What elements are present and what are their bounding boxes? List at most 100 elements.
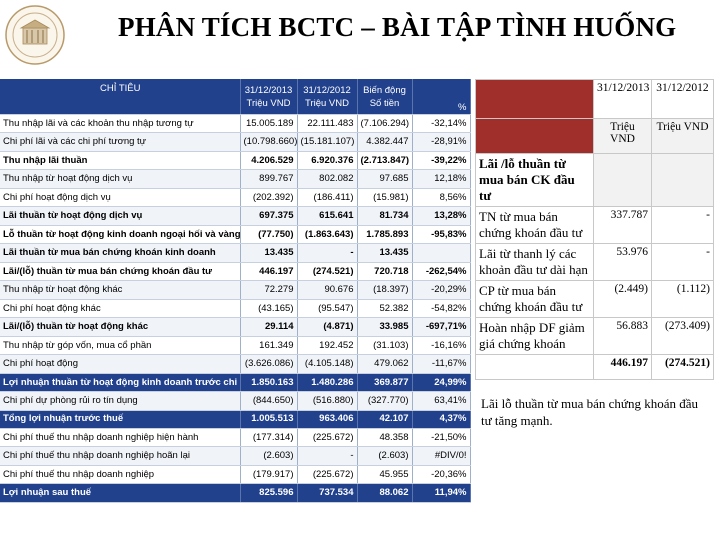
row-change-amount: 45.955 bbox=[357, 465, 413, 485]
rt-row-value-2012: (1.112) bbox=[651, 280, 714, 318]
row-change-amount: 33.985 bbox=[357, 317, 413, 337]
table-row: Thu nhập lãi và các khoản thu nhập tương… bbox=[0, 114, 471, 134]
securities-breakdown-table: 31/12/2013 31/12/2012 Triệu VND Triệu VN… bbox=[475, 79, 714, 380]
row-label: Thu nhập từ hoạt động dịch vụ bbox=[0, 169, 241, 189]
table-row: Chi phí thuế thu nhập doanh nghiệp hoãn … bbox=[0, 446, 471, 466]
row-label: Chi phí hoạt động khác bbox=[0, 299, 241, 319]
table-row: Lãi/(lỗ) thuần từ mua bán chứng khoán đầ… bbox=[0, 262, 471, 282]
header-2012: 31/12/2012 Triệu VND bbox=[297, 79, 358, 115]
table-row: Lợi nhuận sau thuế 825.596 737.534 88.062 11… bbox=[0, 483, 471, 503]
row-change-percent: -95,83% bbox=[412, 225, 471, 245]
row-change-percent: -16,16% bbox=[412, 336, 471, 356]
row-value-2012: 802.082 bbox=[297, 169, 358, 189]
rt-header-2012: 31/12/2012 bbox=[651, 79, 714, 119]
row-value-2013: (43.165) bbox=[240, 299, 298, 319]
row-value-2013: 1.850.163 bbox=[240, 373, 298, 393]
table-row: Lãi thuần từ mua bán chứng khoán kinh do… bbox=[0, 243, 471, 263]
row-value-2012: (225.672) bbox=[297, 465, 358, 485]
row-label: Chi phí hoạt động bbox=[0, 354, 241, 374]
row-value-2012: 22.111.483 bbox=[297, 114, 358, 134]
table-row: Lợi nhuận thuần từ hoạt động kinh doanh … bbox=[0, 373, 471, 393]
income-statement-table: CHỈ TIÊU 31/12/2013 Triệu VND 31/12/2012 T… bbox=[0, 79, 471, 503]
table-row: Chi phí hoạt động dịch vụ (202.392) (186.4… bbox=[0, 188, 471, 208]
rt-unit-2013: Triệu VND bbox=[593, 118, 652, 154]
row-change-percent: 24,99% bbox=[412, 373, 471, 393]
row-value-2012: 737.534 bbox=[297, 483, 358, 503]
row-change-amount: 48.358 bbox=[357, 428, 413, 448]
row-value-2012: 615.641 bbox=[297, 206, 358, 226]
row-change-amount: 479.062 bbox=[357, 354, 413, 374]
row-change-percent: -28,91% bbox=[412, 132, 471, 152]
row-value-2013: (202.392) bbox=[240, 188, 298, 208]
rt-unit-row: Triệu VND Triệu VND bbox=[475, 118, 714, 154]
row-change-amount: (2.713.847) bbox=[357, 151, 413, 171]
row-change-amount: 369.877 bbox=[357, 373, 413, 393]
row-value-2013: 899.767 bbox=[240, 169, 298, 189]
table-row: Chi phí thuế thu nhập doanh nghiệp hiện … bbox=[0, 428, 471, 448]
row-change-amount: 52.382 bbox=[357, 299, 413, 319]
table-row: Thu nhập từ góp vốn, mua cổ phần 161.349 1… bbox=[0, 336, 471, 356]
row-change-percent: -39,22% bbox=[412, 151, 471, 171]
row-change-amount: 42.107 bbox=[357, 410, 413, 429]
table-row: Thu nhập lãi thuần 4.206.529 6.920.376 (2.7… bbox=[0, 151, 471, 171]
row-change-percent: -32,14% bbox=[412, 114, 471, 134]
row-value-2013: 825.596 bbox=[240, 483, 298, 503]
rt-row: TN từ mua bán chứng khoán đầu tư 337.787… bbox=[475, 206, 714, 244]
row-value-2012: (4.871) bbox=[297, 317, 358, 337]
row-label: Lỗ thuần từ hoạt động kinh doanh ngoại h… bbox=[0, 225, 241, 245]
row-value-2013: 446.197 bbox=[240, 262, 298, 282]
row-label: Lãi thuần từ hoạt động dịch vụ bbox=[0, 206, 241, 226]
row-value-2012: 1.480.286 bbox=[297, 373, 358, 393]
rt-row-value-2012: - bbox=[651, 243, 714, 281]
row-label: Lợi nhuận sau thuế bbox=[0, 483, 241, 503]
row-change-amount: (7.106.294) bbox=[357, 114, 413, 134]
row-value-2013: (77.750) bbox=[240, 225, 298, 245]
rt-row-value-2013: 56.883 bbox=[593, 317, 652, 355]
row-change-amount: 81.734 bbox=[357, 206, 413, 226]
header-2013: 31/12/2013 Triệu VND bbox=[240, 79, 298, 115]
row-value-2013: 161.349 bbox=[240, 336, 298, 356]
row-change-amount: 720.718 bbox=[357, 262, 413, 282]
row-label: Lãi thuần từ mua bán chứng khoán kinh do… bbox=[0, 243, 241, 263]
row-label: Tổng lợi nhuận trước thuế bbox=[0, 410, 241, 429]
row-change-percent: #DIV/0! bbox=[412, 446, 471, 466]
row-label: Thu nhập từ góp vốn, mua cổ phần bbox=[0, 336, 241, 356]
row-value-2012: (274.521) bbox=[297, 262, 358, 282]
row-label: Chi phí thuế thu nhập doanh nghiệp hiện … bbox=[0, 428, 241, 448]
row-label: Thu nhập lãi và các khoản thu nhập tương… bbox=[0, 114, 241, 134]
row-value-2013: 15.005.189 bbox=[240, 114, 298, 134]
row-label: Chi phí hoạt động dịch vụ bbox=[0, 188, 241, 208]
row-label: Lãi/(lỗ) thuần từ mua bán chứng khoán đầ… bbox=[0, 262, 241, 282]
rt-total-2012: (274.521) bbox=[651, 354, 714, 380]
row-change-percent: 8,56% bbox=[412, 188, 471, 208]
row-value-2013: (2.603) bbox=[240, 446, 298, 466]
row-change-amount: 97.685 bbox=[357, 169, 413, 189]
slide-title: PHÂN TÍCH BCTC – BÀI TẬP TÌNH HUỐNG bbox=[118, 12, 677, 42]
row-change-percent: 4,37% bbox=[412, 410, 471, 429]
header-change-percent: % bbox=[412, 79, 471, 115]
row-change-amount: 1.785.893 bbox=[357, 225, 413, 245]
row-value-2012: - bbox=[297, 446, 358, 466]
rt-total-label bbox=[475, 354, 594, 380]
analysis-note: Lãi lỗ thuần từ mua bán chứng khoán đầu … bbox=[481, 396, 698, 428]
rt-row-value-2013: 337.787 bbox=[593, 206, 652, 244]
row-label: Thu nhập lãi thuần bbox=[0, 151, 241, 171]
rt-total-row: 446.197 (274.521) bbox=[475, 354, 714, 380]
rt-row-value-2012: (273.409) bbox=[651, 317, 714, 355]
row-label: Chi phí thuế thu nhập doanh nghiệp bbox=[0, 465, 241, 485]
row-value-2013: (844.650) bbox=[240, 391, 298, 411]
table-row: Chi phí hoạt động (3.626.086) (4.105.148) 4… bbox=[0, 354, 471, 374]
row-value-2013: (179.917) bbox=[240, 465, 298, 485]
table-row: Tổng lợi nhuận trước thuế 1.005.513 963.40… bbox=[0, 410, 471, 429]
table-row: Lỗ thuần từ hoạt động kinh doanh ngoại h… bbox=[0, 225, 471, 245]
rt-row-value-2013: 53.976 bbox=[593, 243, 652, 281]
table-row: Thu nhập từ hoạt động khác 72.279 90.676 (1… bbox=[0, 280, 471, 300]
rt-unit-2012: Triệu VND bbox=[651, 118, 714, 154]
row-value-2013: 29.114 bbox=[240, 317, 298, 337]
row-change-percent: 63,41% bbox=[412, 391, 471, 411]
row-value-2013: (177.314) bbox=[240, 428, 298, 448]
row-change-amount: (15.981) bbox=[357, 188, 413, 208]
row-change-percent: 12,18% bbox=[412, 169, 471, 189]
row-label: Chi phí dự phòng rủi ro tín dụng bbox=[0, 391, 241, 411]
income-statement-body: Thu nhập lãi và các khoản thu nhập tương… bbox=[0, 114, 471, 503]
